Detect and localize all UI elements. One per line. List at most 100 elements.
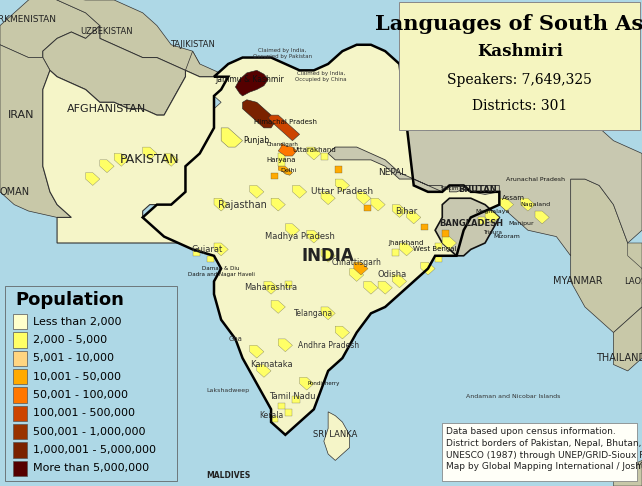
Polygon shape [0, 45, 71, 217]
Text: Karnataka: Karnataka [250, 360, 292, 369]
Polygon shape [478, 217, 485, 224]
Text: Jammu & Kashmir: Jammu & Kashmir [215, 75, 284, 84]
Polygon shape [321, 192, 335, 205]
Polygon shape [143, 45, 499, 435]
Polygon shape [114, 154, 128, 166]
Polygon shape [278, 143, 297, 156]
Text: Gujarat: Gujarat [191, 245, 223, 254]
Text: BHUTAN: BHUTAN [458, 185, 498, 194]
Text: SRI LANKA: SRI LANKA [313, 430, 358, 439]
Polygon shape [321, 154, 328, 160]
Text: 10,001 - 50,000: 10,001 - 50,000 [33, 372, 121, 382]
Polygon shape [278, 166, 290, 173]
Polygon shape [43, 0, 200, 70]
Polygon shape [485, 211, 499, 224]
Text: Tamil Nadu: Tamil Nadu [269, 392, 316, 401]
Text: BANGLADESH: BANGLADESH [438, 219, 503, 228]
Polygon shape [399, 243, 413, 256]
Polygon shape [214, 243, 229, 256]
Polygon shape [349, 269, 364, 281]
Polygon shape [364, 281, 378, 294]
Text: Pondicherry: Pondicherry [308, 381, 340, 386]
Text: INDIA: INDIA [302, 247, 354, 265]
Text: Delhi: Delhi [280, 168, 297, 173]
Bar [13, 369, 27, 384]
Text: LAOS: LAOS [623, 277, 642, 286]
Polygon shape [406, 211, 421, 224]
Bar [13, 332, 27, 347]
Text: West Bengal: West Bengal [413, 246, 457, 252]
Text: MALDIVES: MALDIVES [206, 471, 250, 480]
Polygon shape [85, 173, 100, 186]
Text: Lakshadweep: Lakshadweep [207, 387, 250, 393]
Text: Goa: Goa [229, 336, 242, 342]
Polygon shape [271, 198, 285, 211]
Text: Claimed by India,
Occupied by China: Claimed by India, Occupied by China [295, 71, 347, 82]
Polygon shape [264, 281, 278, 294]
Text: Sikkim: Sikkim [440, 186, 458, 191]
Polygon shape [43, 26, 186, 115]
Text: Chandigarh: Chandigarh [266, 142, 299, 147]
Polygon shape [392, 249, 399, 256]
Text: Kashmiri: Kashmiri [477, 44, 562, 60]
Polygon shape [307, 230, 321, 243]
Polygon shape [271, 173, 278, 179]
Text: IRAN: IRAN [8, 110, 35, 120]
Text: Jharkhand: Jharkhand [389, 240, 424, 246]
Polygon shape [221, 128, 243, 147]
Bar [442, 423, 637, 481]
Polygon shape [300, 45, 642, 256]
Text: Himachal Pradesh: Himachal Pradesh [254, 119, 317, 124]
Text: More than 5,000,000: More than 5,000,000 [33, 463, 149, 473]
Text: MALAYSIA: MALAYSIA [614, 462, 642, 471]
Text: Bihar: Bihar [395, 207, 418, 215]
Text: Uttar Pradesh: Uttar Pradesh [311, 187, 374, 196]
Polygon shape [285, 281, 293, 288]
Text: Arunachal Pradesh: Arunachal Pradesh [505, 176, 564, 182]
Text: 5,001 - 10,000: 5,001 - 10,000 [33, 353, 114, 364]
Polygon shape [250, 186, 264, 198]
Polygon shape [335, 326, 349, 339]
Polygon shape [449, 186, 499, 194]
Polygon shape [278, 160, 285, 166]
Polygon shape [293, 186, 307, 198]
Polygon shape [364, 205, 371, 211]
Polygon shape [421, 262, 435, 275]
Polygon shape [207, 256, 214, 262]
Text: OMAN: OMAN [0, 187, 30, 197]
Polygon shape [236, 70, 268, 96]
Text: Punjab: Punjab [244, 136, 270, 145]
Text: Daman & Diu
Dadra and Nagar Haveli: Daman & Diu Dadra and Nagar Haveli [187, 266, 255, 277]
Text: Telangana: Telangana [294, 309, 333, 318]
Polygon shape [392, 275, 406, 288]
Polygon shape [278, 154, 285, 160]
Polygon shape [250, 346, 264, 358]
Polygon shape [307, 147, 321, 160]
Polygon shape [371, 198, 385, 211]
Polygon shape [571, 179, 642, 332]
Polygon shape [0, 0, 100, 57]
Polygon shape [271, 300, 285, 313]
Bar [13, 461, 27, 476]
Polygon shape [442, 230, 449, 237]
Text: Claimed by India,
Occupied by Pakistan: Claimed by India, Occupied by Pakistan [253, 48, 312, 59]
Polygon shape [535, 211, 550, 224]
Bar [13, 406, 27, 421]
Text: CHINA: CHINA [422, 122, 462, 135]
Polygon shape [614, 307, 642, 371]
Bar [13, 442, 27, 458]
Text: 1,000,001 - 5,000,000: 1,000,001 - 5,000,000 [33, 445, 156, 455]
Text: Less than 2,000: Less than 2,000 [33, 317, 121, 327]
Bar [13, 351, 27, 366]
Text: Rajasthan: Rajasthan [218, 200, 267, 209]
Polygon shape [285, 409, 293, 416]
Text: Andaman and Nicobar Islands: Andaman and Nicobar Islands [466, 394, 561, 399]
Polygon shape [243, 100, 275, 128]
Polygon shape [335, 166, 342, 173]
Bar [13, 387, 27, 403]
Text: 500,001 - 1,000,000: 500,001 - 1,000,000 [33, 427, 146, 436]
Polygon shape [43, 57, 257, 243]
Text: THAILAND: THAILAND [596, 353, 642, 363]
Polygon shape [435, 243, 442, 249]
Polygon shape [435, 256, 442, 262]
